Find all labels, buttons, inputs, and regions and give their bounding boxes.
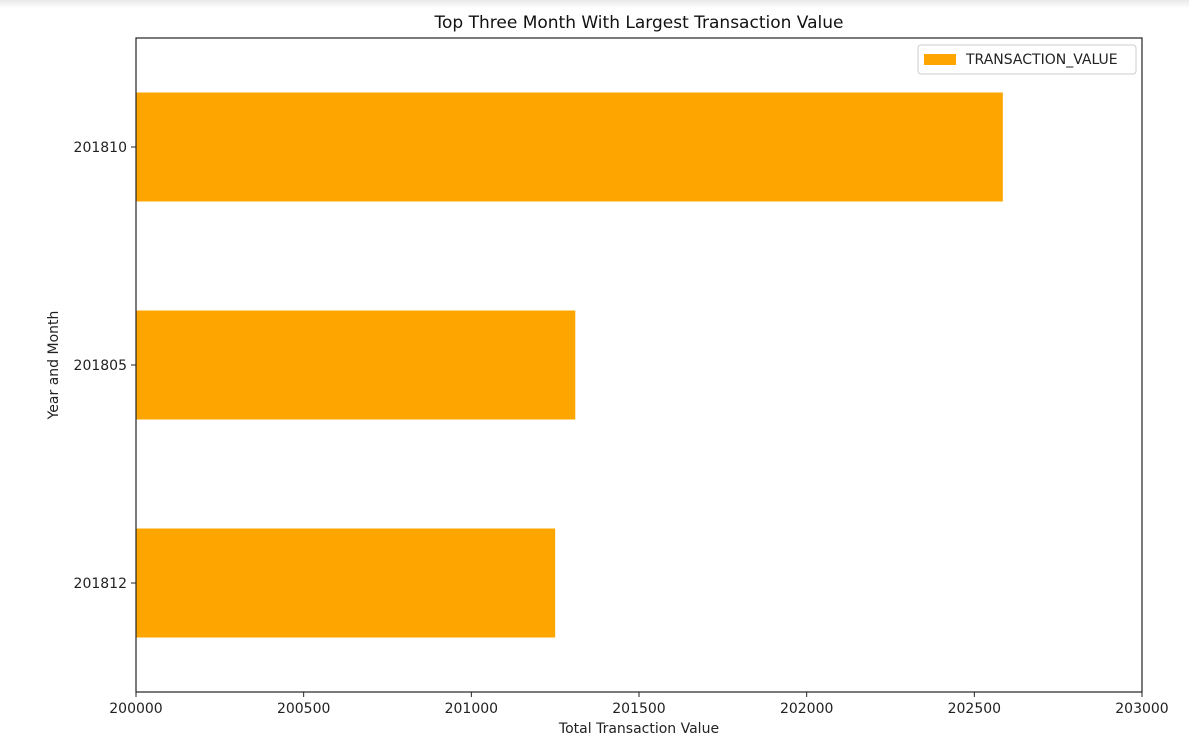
bar-201812 [136,528,556,638]
x-tick-label: 203000 [1115,701,1168,717]
bar-201805 [136,310,576,420]
x-tick-label: 202500 [948,701,1001,717]
notebook-top-shadow [0,0,1189,8]
x-tick-label: 201000 [445,701,498,717]
bar-201810 [136,92,1003,202]
y-axis-label: Year and Month [46,311,62,421]
x-axis-ticks: 200000 200500 201000 201500 202000 202500 2030… [109,692,1169,717]
y-tick-label: 201810 [74,140,127,156]
x-tick-label: 202000 [780,701,833,717]
x-axis-label: Total Transaction Value [558,721,719,737]
legend: TRANSACTION_VALUE [917,44,1137,75]
legend-swatch [924,54,956,65]
legend-box [917,44,1137,75]
y-tick-label: 201812 [74,576,127,592]
x-tick-label: 200000 [109,701,162,717]
x-tick-label: 201500 [612,701,665,717]
x-tick-label: 200500 [277,701,330,717]
chart-title: Top Three Month With Largest Transaction… [434,13,844,33]
y-axis-ticks: 201810 201805 201812 [74,140,136,592]
bars-group [136,92,1003,638]
legend-label: TRANSACTION_VALUE [965,52,1118,68]
y-tick-label: 201805 [74,358,127,374]
